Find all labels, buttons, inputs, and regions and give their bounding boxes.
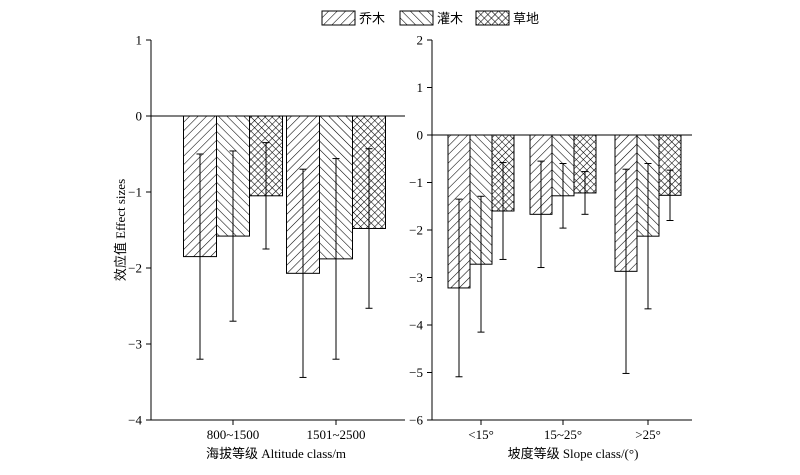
y-tick-label: −1 <box>409 175 423 190</box>
legend-swatch-1 <box>399 10 434 26</box>
x-axis-title: 坡度等级 Slope class/(°) <box>508 446 639 461</box>
x-tick-label: >25° <box>635 427 661 442</box>
y-tick-label: −1 <box>128 185 142 200</box>
legend-label-0: 乔木 <box>359 11 385 26</box>
y-tick-label: 1 <box>417 80 424 95</box>
chart-slope: 2 1 0 −1 −2 −3 −4 −5 −6 <15° 15~25° >25° 坡度等级 Slope … <box>409 33 692 461</box>
legend-label-2: 草地 <box>513 11 539 26</box>
chart-altitude: 1 0 −1 −2 −3 −4 800~1500 1501~2500 海拔等级 Altitude… <box>113 33 405 461</box>
y-tick-label: 2 <box>417 33 424 48</box>
y-tick-label: −2 <box>409 223 423 238</box>
x-tick-label: 800~1500 <box>207 427 260 442</box>
y-tick-label: 1 <box>136 33 143 48</box>
y-axis-title: 效应值 Effect sizes <box>113 179 128 281</box>
y-tick-label: −5 <box>409 365 423 380</box>
legend-label-1: 灌木 <box>437 11 463 26</box>
y-tick-label: −6 <box>409 413 423 428</box>
legend-swatch-0 <box>321 10 356 26</box>
y-tick-label: −4 <box>128 413 142 428</box>
y-tick-label: −4 <box>409 318 423 333</box>
legend-swatch-2 <box>475 10 510 26</box>
x-tick-label: 1501~2500 <box>306 427 365 442</box>
y-tick-label: −3 <box>409 270 423 285</box>
x-axis-title: 海拔等级 Altitude class/m <box>206 446 346 461</box>
y-tick-label: 0 <box>136 109 143 124</box>
x-tick-label: <15° <box>468 427 494 442</box>
x-tick-label: 15~25° <box>544 427 582 442</box>
legend: 乔木 灌木 草地 <box>321 10 539 26</box>
y-tick-label: −2 <box>128 261 142 276</box>
y-tick-label: −3 <box>128 337 142 352</box>
y-tick-label: 0 <box>417 128 424 143</box>
